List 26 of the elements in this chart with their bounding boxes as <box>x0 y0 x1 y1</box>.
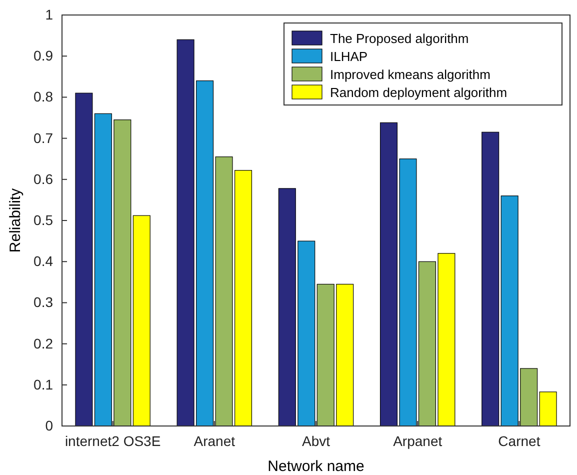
bar <box>482 132 500 426</box>
bar <box>132 215 150 426</box>
y-tick-label: 0.4 <box>34 253 54 270</box>
x-tick-label: Aranet <box>194 432 236 449</box>
y-tick-label: 0.8 <box>34 88 54 105</box>
x-tick-label: Arpanet <box>393 432 442 449</box>
bar <box>75 92 93 426</box>
y-tick-label: 0.6 <box>34 170 54 187</box>
legend-label: Improved kmeans algorithm <box>330 67 490 82</box>
y-tick-label: 0 <box>45 417 54 434</box>
y-tick-label: 1 <box>45 6 54 22</box>
y-axis-title: Reliability <box>7 188 24 253</box>
y-tick-label: 0.3 <box>34 294 54 310</box>
y-tick-label: 0.5 <box>34 212 54 228</box>
x-axis-title: Network name <box>268 458 364 475</box>
legend-label: ILHAP <box>330 49 368 64</box>
legend-label: Random deployment algorithm <box>330 85 508 100</box>
y-tick-label: 0.1 <box>34 376 54 392</box>
x-tick-label: Carnet <box>498 432 540 449</box>
x-tick-label: internet2 OS3E <box>64 432 161 449</box>
x-tick-label: Abvt <box>302 432 330 449</box>
y-tick-label: 0.2 <box>34 335 54 352</box>
bar <box>539 392 557 426</box>
legend-label: The Proposed algorithm <box>330 31 469 46</box>
y-tick-label: 0.7 <box>34 130 54 146</box>
y-tick-label: 0.9 <box>34 48 54 64</box>
